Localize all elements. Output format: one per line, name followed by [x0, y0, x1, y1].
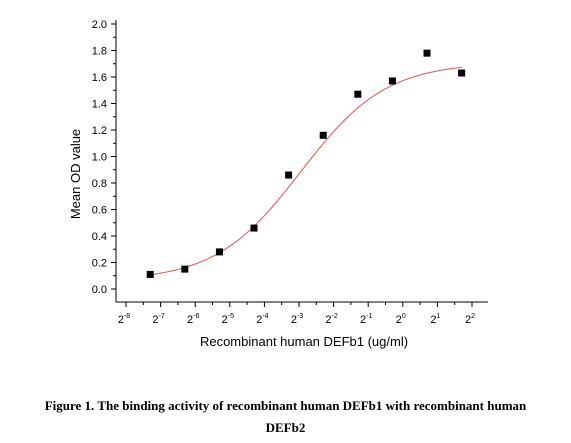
chart: 0.0 0.2 0.4 0.6 0.8 1.0 1.2 1.4 1.6 1.8 2.0 2-8 2-7 2… [68, 19, 488, 349]
data-point [423, 49, 431, 57]
data-point [146, 270, 154, 278]
caption-line-2: DEFb2 [265, 420, 306, 435]
data-point [285, 171, 293, 179]
fit-curve [150, 66, 462, 276]
y-tick-label: 1.2 [92, 125, 107, 137]
caption-line-1: Figure 1. The binding activity of recomb… [44, 398, 527, 413]
data-points [146, 49, 466, 278]
x-tick-label: 2-7 [152, 313, 164, 326]
fit-curve-layer [150, 66, 462, 276]
y-tick-label: 0.6 [92, 205, 107, 217]
y-tick-label: 1.6 [92, 72, 107, 84]
y-tick-label: 0.4 [92, 231, 107, 243]
y-tick-label: 1.8 [92, 46, 107, 58]
axes: 0.0 0.2 0.4 0.6 0.8 1.0 1.2 1.4 1.6 1.8 2.0 2-8 2-7 2… [92, 19, 488, 326]
data-point [250, 224, 258, 232]
y-tick-label: 0.0 [92, 284, 107, 296]
x-tick-label: 2-6 [187, 313, 199, 326]
y-tick-label: 0.2 [92, 258, 107, 270]
data-point [354, 90, 362, 98]
x-tick-label: 2-5 [222, 313, 234, 326]
y-axis-label: Mean OD value [68, 129, 83, 219]
x-tick-label: 2-2 [325, 313, 337, 326]
data-point [215, 248, 223, 256]
x-tick-label: 21 [430, 313, 440, 326]
y-tick-label: 1.0 [92, 152, 107, 164]
x-axis-label: Recombinant human DEFb1 (ug/ml) [200, 334, 408, 349]
x-tick-label: 2-4 [256, 313, 268, 326]
x-tick-label: 22 [465, 313, 475, 326]
y-tick-label: 0.8 [92, 178, 107, 190]
x-tick-label: 2-8 [118, 313, 130, 326]
y-tick-label: 2.0 [92, 19, 107, 31]
x-tick-label: 20 [396, 313, 406, 326]
data-point [319, 131, 327, 139]
data-point [181, 265, 189, 273]
x-tick-label: 2-3 [291, 313, 303, 326]
x-tick-label: 2-1 [360, 313, 372, 326]
data-point [458, 69, 466, 77]
data-point [388, 77, 396, 85]
figure-caption: Figure 1. The binding activity of recomb… [0, 395, 571, 439]
y-tick-label: 1.4 [92, 99, 107, 111]
